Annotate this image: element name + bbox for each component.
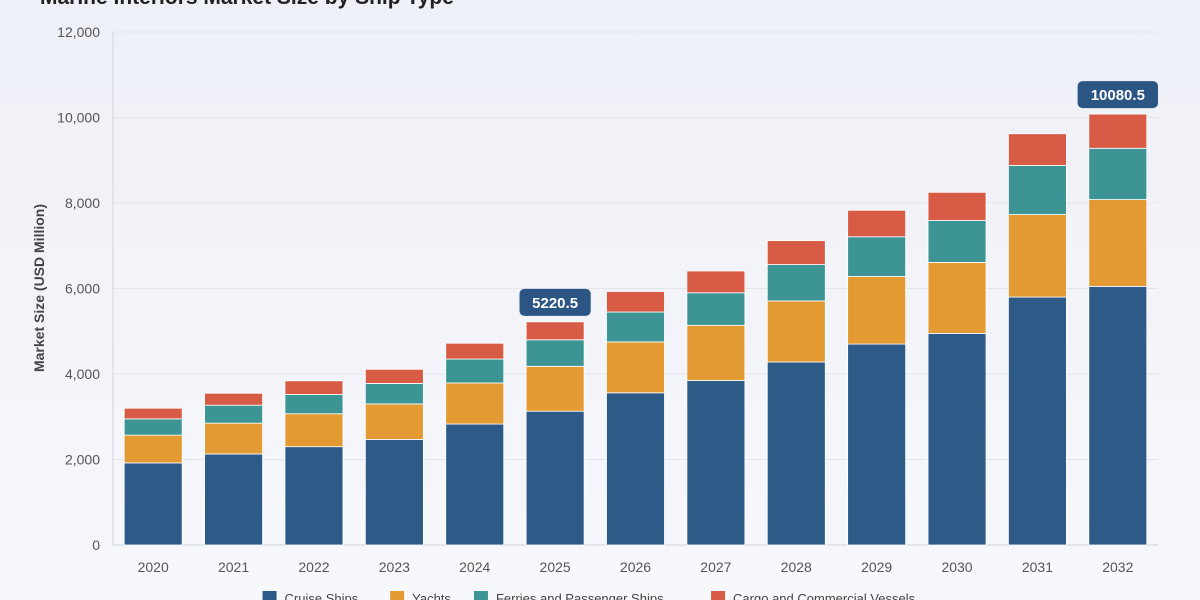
chart-title: Marine Interiors Market Size by Ship Typ… (40, 0, 454, 10)
bar-segment (445, 342, 505, 360)
bar-segment (606, 392, 665, 546)
x-tick-label: 2023 (379, 559, 410, 575)
bar-segment (766, 361, 826, 546)
bar-segment (1088, 147, 1148, 200)
legend-label: Cargo and Commercial Vessels (733, 591, 916, 600)
bar-segment (123, 407, 183, 420)
legend-item: Cargo and Commercial Vessels (711, 591, 916, 600)
x-tick-label: 2024 (459, 559, 490, 575)
bar-segment (606, 341, 665, 394)
legend-swatch (473, 591, 488, 600)
legend-swatch (390, 591, 405, 600)
x-tick-label: 2020 (138, 559, 169, 575)
x-tick-label: 2030 (941, 559, 972, 575)
legend-swatch (711, 591, 726, 600)
bar-segment (1088, 113, 1148, 149)
annotation-callout: 5220.5 (519, 288, 591, 316)
bar-segment (847, 276, 907, 345)
y-axis-title: Market Size (USD Million) (31, 204, 47, 372)
bar-segment (445, 423, 505, 546)
y-tick-label: 10,000 (57, 110, 100, 126)
bar-segment (927, 262, 987, 334)
x-axis-ticks: 2020 2021 2022 2023 2024 2025 2026 2027 2028 2029… (138, 559, 1134, 575)
bar-segment (364, 383, 424, 405)
bar-segment (1008, 296, 1067, 546)
annotation-label: 5220.5 (532, 295, 578, 312)
legend-swatch (262, 591, 277, 600)
annotation-box (1077, 81, 1159, 109)
bar-segment (766, 264, 826, 302)
y-tick-label: 2,000 (65, 452, 100, 468)
x-tick-label: 2021 (218, 559, 249, 575)
legend-label: Yachts (412, 591, 451, 600)
bar-segment (1008, 133, 1067, 166)
bar-segment (123, 418, 183, 436)
bar-segment (284, 446, 344, 546)
bar-segment (204, 404, 263, 424)
bar-segment (525, 339, 585, 367)
bar-segment (284, 394, 344, 415)
bar-segment (284, 380, 344, 395)
annotation-callout: 10080.5 (1077, 81, 1159, 109)
x-tick-label: 2025 (540, 559, 571, 575)
bar-segment (525, 365, 585, 412)
x-tick-label: 2028 (781, 559, 812, 575)
annotations: 5220.5 10080.5 (519, 81, 1159, 316)
y-tick-label: 6,000 (65, 281, 100, 297)
legend-label: Cruise Ships (285, 591, 359, 600)
bar-segment (364, 439, 424, 546)
bar-segment (123, 434, 183, 464)
bar-segment (686, 270, 746, 294)
bar-segment (123, 462, 183, 546)
bar-segment (927, 220, 987, 263)
y-axis-ticks: 0 2,000 4,000 6,000 8,000 10,000 12,000 (57, 24, 100, 553)
bar-segment (1008, 214, 1067, 298)
bar-segment (847, 343, 907, 546)
bar-segment (847, 236, 907, 277)
bar-segment (606, 311, 665, 343)
bar-segment (1088, 285, 1148, 546)
legend-item: Ferries and Passenger Ships (473, 591, 664, 600)
bar-segment (284, 413, 344, 448)
annotation-box (519, 288, 591, 316)
bar-segment (204, 392, 263, 406)
bar-segment (686, 380, 746, 546)
bars (123, 113, 1148, 546)
bar-segment (686, 324, 746, 381)
legend: Cruise Ships Yachts Ferries and Passenger … (262, 591, 916, 600)
x-tick-label: 2027 (700, 559, 731, 575)
x-tick-label: 2022 (298, 559, 329, 575)
x-tick-label: 2026 (620, 559, 651, 575)
y-tick-label: 8,000 (65, 195, 100, 211)
bar-segment (525, 321, 585, 341)
bar-segment (766, 240, 826, 265)
x-tick-label: 2032 (1102, 559, 1133, 575)
y-tick-label: 12,000 (57, 24, 100, 40)
y-tick-label: 0 (92, 537, 100, 553)
x-tick-label: 2031 (1022, 559, 1053, 575)
bar-segment (847, 209, 907, 238)
bar-segment (606, 291, 665, 313)
bar-segment (364, 368, 424, 384)
annotation-label: 10080.5 (1091, 87, 1145, 104)
bar-segment (445, 382, 505, 425)
y-tick-label: 4,000 (65, 366, 100, 382)
bar-segment (1088, 199, 1148, 287)
bar-segment (1008, 164, 1067, 215)
bar-segment (927, 191, 987, 221)
bar-segment (927, 332, 987, 546)
bar-segment (525, 410, 585, 546)
x-tick-label: 2029 (861, 559, 892, 575)
bar-segment (204, 453, 263, 546)
legend-item: Yachts (390, 591, 451, 600)
bar-segment (686, 292, 746, 326)
bar-segment (766, 300, 826, 363)
legend-label: Ferries and Passenger Ships (496, 591, 664, 600)
bar-segment (204, 422, 263, 455)
bar-segment (445, 358, 505, 384)
legend-item: Cruise Ships (262, 591, 359, 600)
bar-segment (364, 403, 424, 440)
